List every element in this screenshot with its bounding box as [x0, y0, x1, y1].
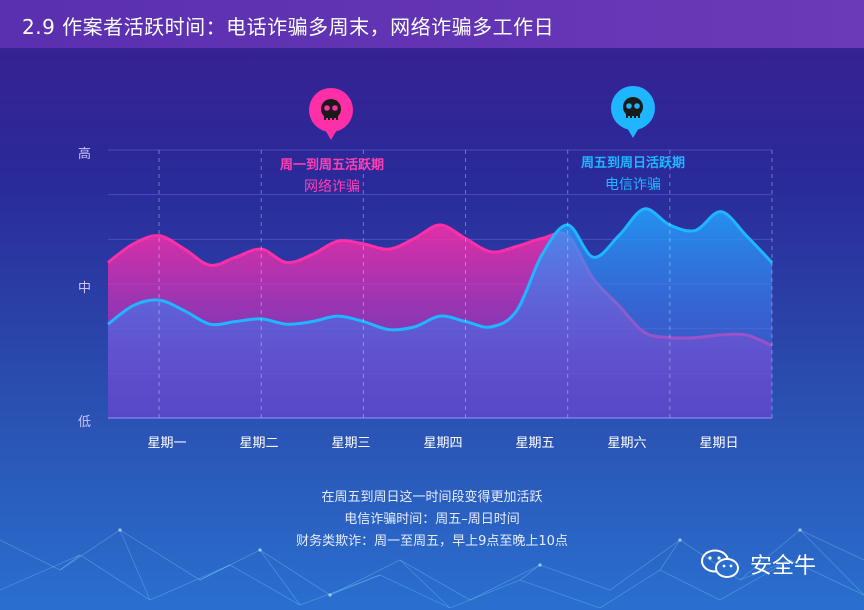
x-tick-thu: 星期四 — [423, 436, 463, 451]
y-tick-low: 低 — [78, 415, 92, 430]
page-title: 2.9 作案者活跃时间：电话诈骗多周末，网络诈骗多工作日 — [22, 15, 555, 39]
skull-icon — [611, 86, 655, 138]
series-area-1 — [108, 208, 772, 418]
note-line: 电信诈骗时间：周五–周日时间 — [344, 512, 520, 527]
x-tick-wed: 星期三 — [331, 436, 371, 451]
wechat-icon — [701, 549, 739, 578]
activity-chart — [107, 149, 774, 419]
y-tick-high: 高 — [78, 147, 92, 162]
skull-icon — [309, 88, 353, 140]
callout-sub-telecom: 电信诈骗 — [605, 177, 661, 193]
x-tick-mon: 星期一 — [147, 436, 187, 451]
x-tick-sat: 星期六 — [607, 436, 647, 451]
callout-title-online: 周一到周五活跃期 — [279, 158, 384, 173]
brand-name: 安全牛 — [750, 554, 817, 579]
x-tick-fri: 星期五 — [515, 436, 555, 451]
x-tick-sun: 星期日 — [699, 436, 739, 451]
header-bar: 2.9 作案者活跃时间：电话诈骗多周末，网络诈骗多工作日 — [0, 0, 864, 48]
y-tick-mid: 中 — [78, 281, 92, 296]
brand: 安全牛 — [700, 548, 816, 580]
series-line-1 — [107, 207, 774, 332]
x-tick-tue: 星期二 — [239, 436, 279, 451]
note-line: 财务类欺诈：周一至周五，早上9点至晚上10点 — [296, 534, 568, 549]
note-line: 在周五到周日这一时间段变得更加活跃 — [321, 490, 543, 505]
callout-sub-online: 网络诈骗 — [304, 179, 360, 195]
callout-title-telecom: 周五到周日活跃期 — [580, 156, 685, 171]
